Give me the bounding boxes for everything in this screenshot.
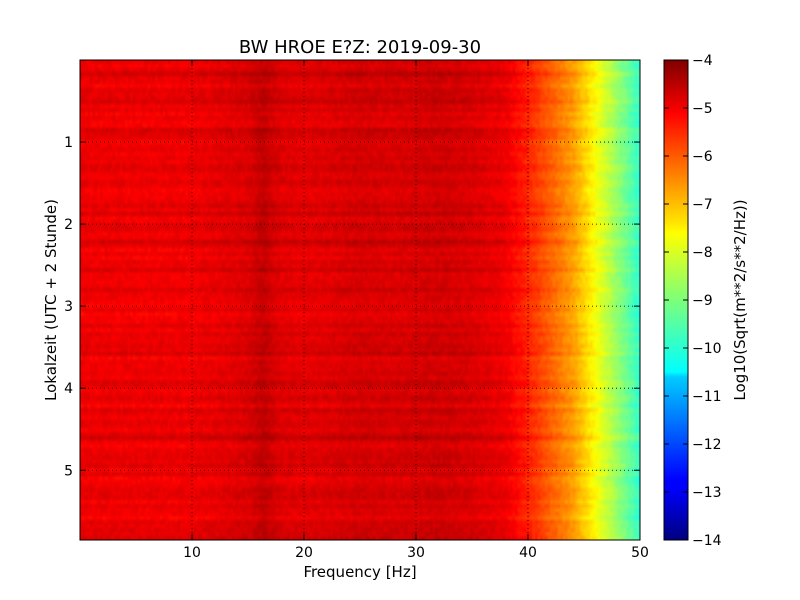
x-tick-label: 20 (295, 545, 313, 561)
colorbar-label: Log10(Sqrt(m**2/s**2/Hz)) (731, 199, 749, 400)
colorbar-tick-label: −12 (692, 437, 722, 453)
colorbar-tick-label: −5 (692, 101, 713, 117)
x-tick-label: 40 (519, 545, 537, 561)
x-tick-label: 10 (183, 545, 201, 561)
colorbar-tick-label: −11 (692, 389, 722, 405)
colorbar-tick-label: −9 (692, 293, 713, 309)
y-tick-label: 1 (64, 135, 73, 151)
y-tick-label: 2 (64, 217, 73, 233)
colorbar-ticks: −4 −5 −6 −7 −8 −9 −10 −11 −12 −13 −14 (664, 53, 722, 549)
colorbar-tick-label: −13 (692, 485, 722, 501)
colorbar-tick-label: −10 (692, 341, 722, 357)
grid-lines (80, 60, 640, 540)
colorbar-tick-label: −8 (692, 245, 713, 261)
heatmap-area (80, 60, 640, 540)
heatmap-image (80, 60, 640, 540)
y-axis-label: Lokalzeit (UTC + 2 Stunde) (42, 199, 60, 401)
chart-title: BW HROE E?Z: 2019-09-30 (239, 37, 481, 58)
colorbar-tick-label: −14 (692, 533, 722, 549)
x-tick-label: 50 (631, 545, 649, 561)
x-tick-label: 30 (407, 545, 425, 561)
y-axis-ticks: 1 2 3 4 5 (64, 135, 640, 479)
y-tick-label: 4 (64, 381, 73, 397)
y-tick-label: 3 (64, 299, 73, 315)
y-tick-label: 5 (64, 463, 73, 479)
plot-frame (79, 59, 641, 541)
colorbar-tick-label: −4 (692, 53, 713, 69)
x-axis-label: Frequency [Hz] (303, 563, 416, 581)
colorbar-tick-label: −6 (692, 149, 713, 165)
x-axis-ticks: 10 20 30 40 50 (183, 60, 649, 561)
colorbar-tick-label: −7 (692, 197, 713, 213)
